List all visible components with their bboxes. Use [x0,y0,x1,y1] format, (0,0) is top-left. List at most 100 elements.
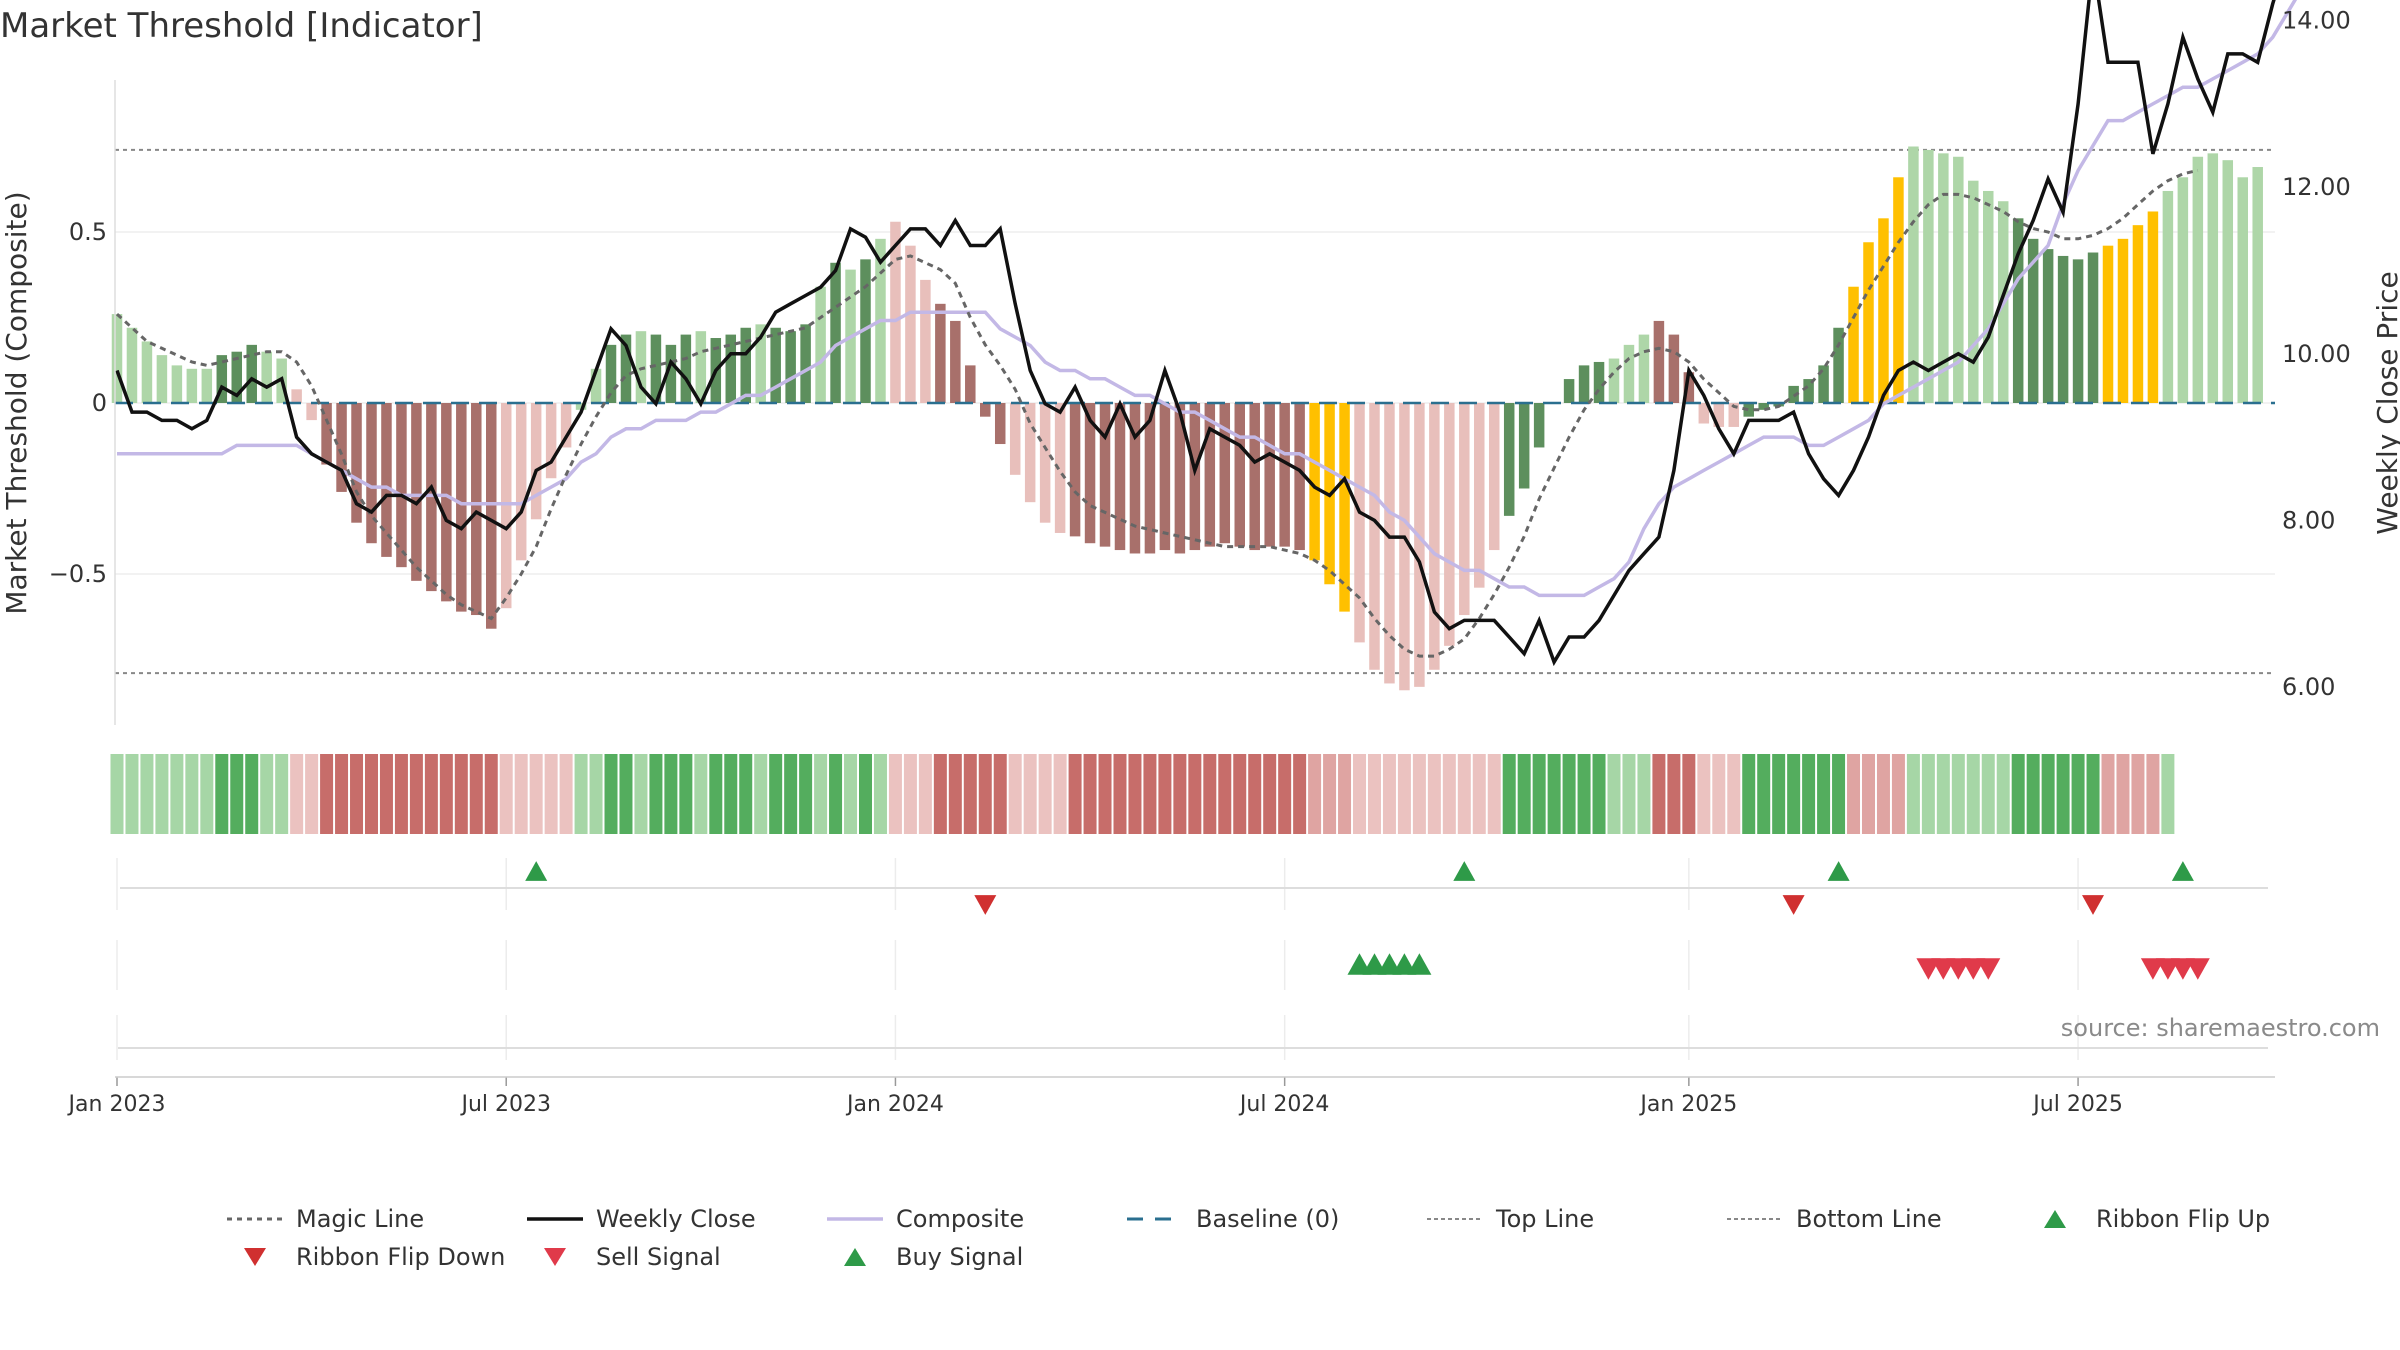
ribbon-cell [439,754,453,834]
composite-bar [1024,403,1036,503]
composite-bar [1653,320,1665,403]
composite-bar [2162,190,2174,403]
ribbon-cell [1487,754,1501,834]
ribbon-cell [1996,754,2010,834]
composite-bar [575,403,587,410]
composite-bar [2102,245,2114,403]
composite-bar [1459,403,1470,616]
ribbon-cell [993,754,1007,834]
composite-bar [2222,160,2234,403]
composite-bar [381,403,392,557]
x-tick-label: Jul 2023 [459,1092,551,1117]
right-tick-label: 6.00 [2282,673,2335,701]
composite-bar [2027,238,2039,403]
ribbon-cell [305,754,319,834]
composite-bar [2072,259,2084,403]
composite-bar [1758,403,1769,410]
ribbon-cell [2056,754,2070,834]
ribbon-cell [888,754,902,834]
ribbon-cell [1517,754,1531,834]
legend-item: Ribbon Flip Up [2020,1200,2320,1238]
composite-bar [1084,403,1096,544]
chart-title: Market Threshold [Indicator] [0,6,483,46]
composite-bar [1728,403,1740,427]
composite-bar [1983,190,1994,403]
composite-bar [306,403,317,421]
legend-item: Buy Signal [820,1238,1120,1276]
ribbon-cell [1083,754,1097,834]
composite-bar [815,286,826,403]
ribbon-cell [1038,754,1052,834]
ribbon-cell [484,754,498,834]
ribbon-cell [1772,754,1786,834]
composite-bar [905,245,916,403]
magic-line [115,168,2199,658]
ribbon-cell [320,754,334,834]
x-tick-label: Jul 2025 [2031,1092,2123,1117]
ribbon-cell [1697,754,1711,834]
ribbon-cell [1203,754,1217,834]
x-tick-label: Jul 2024 [1238,1092,1330,1117]
composite-bar [1683,372,1695,403]
ribbon-cell [859,754,872,834]
buy-triangle-icon [820,1242,890,1272]
right-axis-title: Weekly Close Price [2371,271,2400,534]
ribbon-cell [1547,754,1561,834]
buy-signal-marker [1407,953,1432,975]
composite-bar [560,403,572,448]
ribbon-cell [140,754,154,834]
composite-bar [1219,403,1231,544]
ribbon-cell [454,754,468,834]
legend-label: Weekly Close [596,1205,756,1233]
ribbon-cell [1921,754,1935,834]
legend-item: Composite [820,1200,1120,1238]
composite-bar [1099,403,1111,547]
ribbon-cell [1876,754,1890,834]
ribbon-flip-down-marker [2082,895,2104,915]
ribbon-cell [200,754,214,834]
ribbon-cell [350,754,364,834]
composite-bar [2117,238,2129,403]
ribbon-cell [1173,754,1187,834]
composite-bar [1474,403,1485,588]
ribbon-flip-down-marker [974,895,997,915]
composite-bar [980,403,991,417]
composite-bar [1938,153,1949,403]
composite-bar [2252,167,2263,403]
composite-bar [351,403,362,523]
composite-bar [2237,177,2248,403]
composite-bar [1833,327,1844,403]
ribbon-cell [1787,754,1801,834]
composite-bar [1294,403,1305,551]
composite-bar [1623,344,1635,403]
left-tick-label: −0.5 [49,560,107,588]
ribbon-cell [290,754,304,834]
ribbon-cell [559,754,573,834]
ribbon-cell [2116,754,2130,834]
ribbon-cell [1742,754,1756,834]
ribbon-cell [754,754,768,834]
ribbon-cell [1397,754,1411,834]
composite-bar [1968,180,1979,403]
ribbon-cell [185,754,199,834]
composite-bar [1698,403,1710,424]
legend-label: Composite [896,1205,1025,1233]
composite-bar [950,320,961,403]
ribbon-cell [724,754,738,834]
ribbon-cell [1023,754,1037,834]
composite-bar [336,403,347,492]
composite-bar [1908,146,1919,403]
ribbon-cell [2026,754,2040,834]
legend-item: Top Line [1420,1200,1720,1238]
ribbon-cell [1068,754,1082,834]
composite-bar [2012,218,2024,403]
composite-bar [1354,403,1365,643]
composite-bar [441,403,452,602]
composite-bar [800,324,811,403]
ribbon-cell [125,754,139,834]
ribbon-cell [694,754,708,834]
ribbon-cell [1113,754,1127,834]
signal-panels [118,861,2268,1049]
composite-bar [1818,365,1829,403]
composite-bar [291,389,302,403]
